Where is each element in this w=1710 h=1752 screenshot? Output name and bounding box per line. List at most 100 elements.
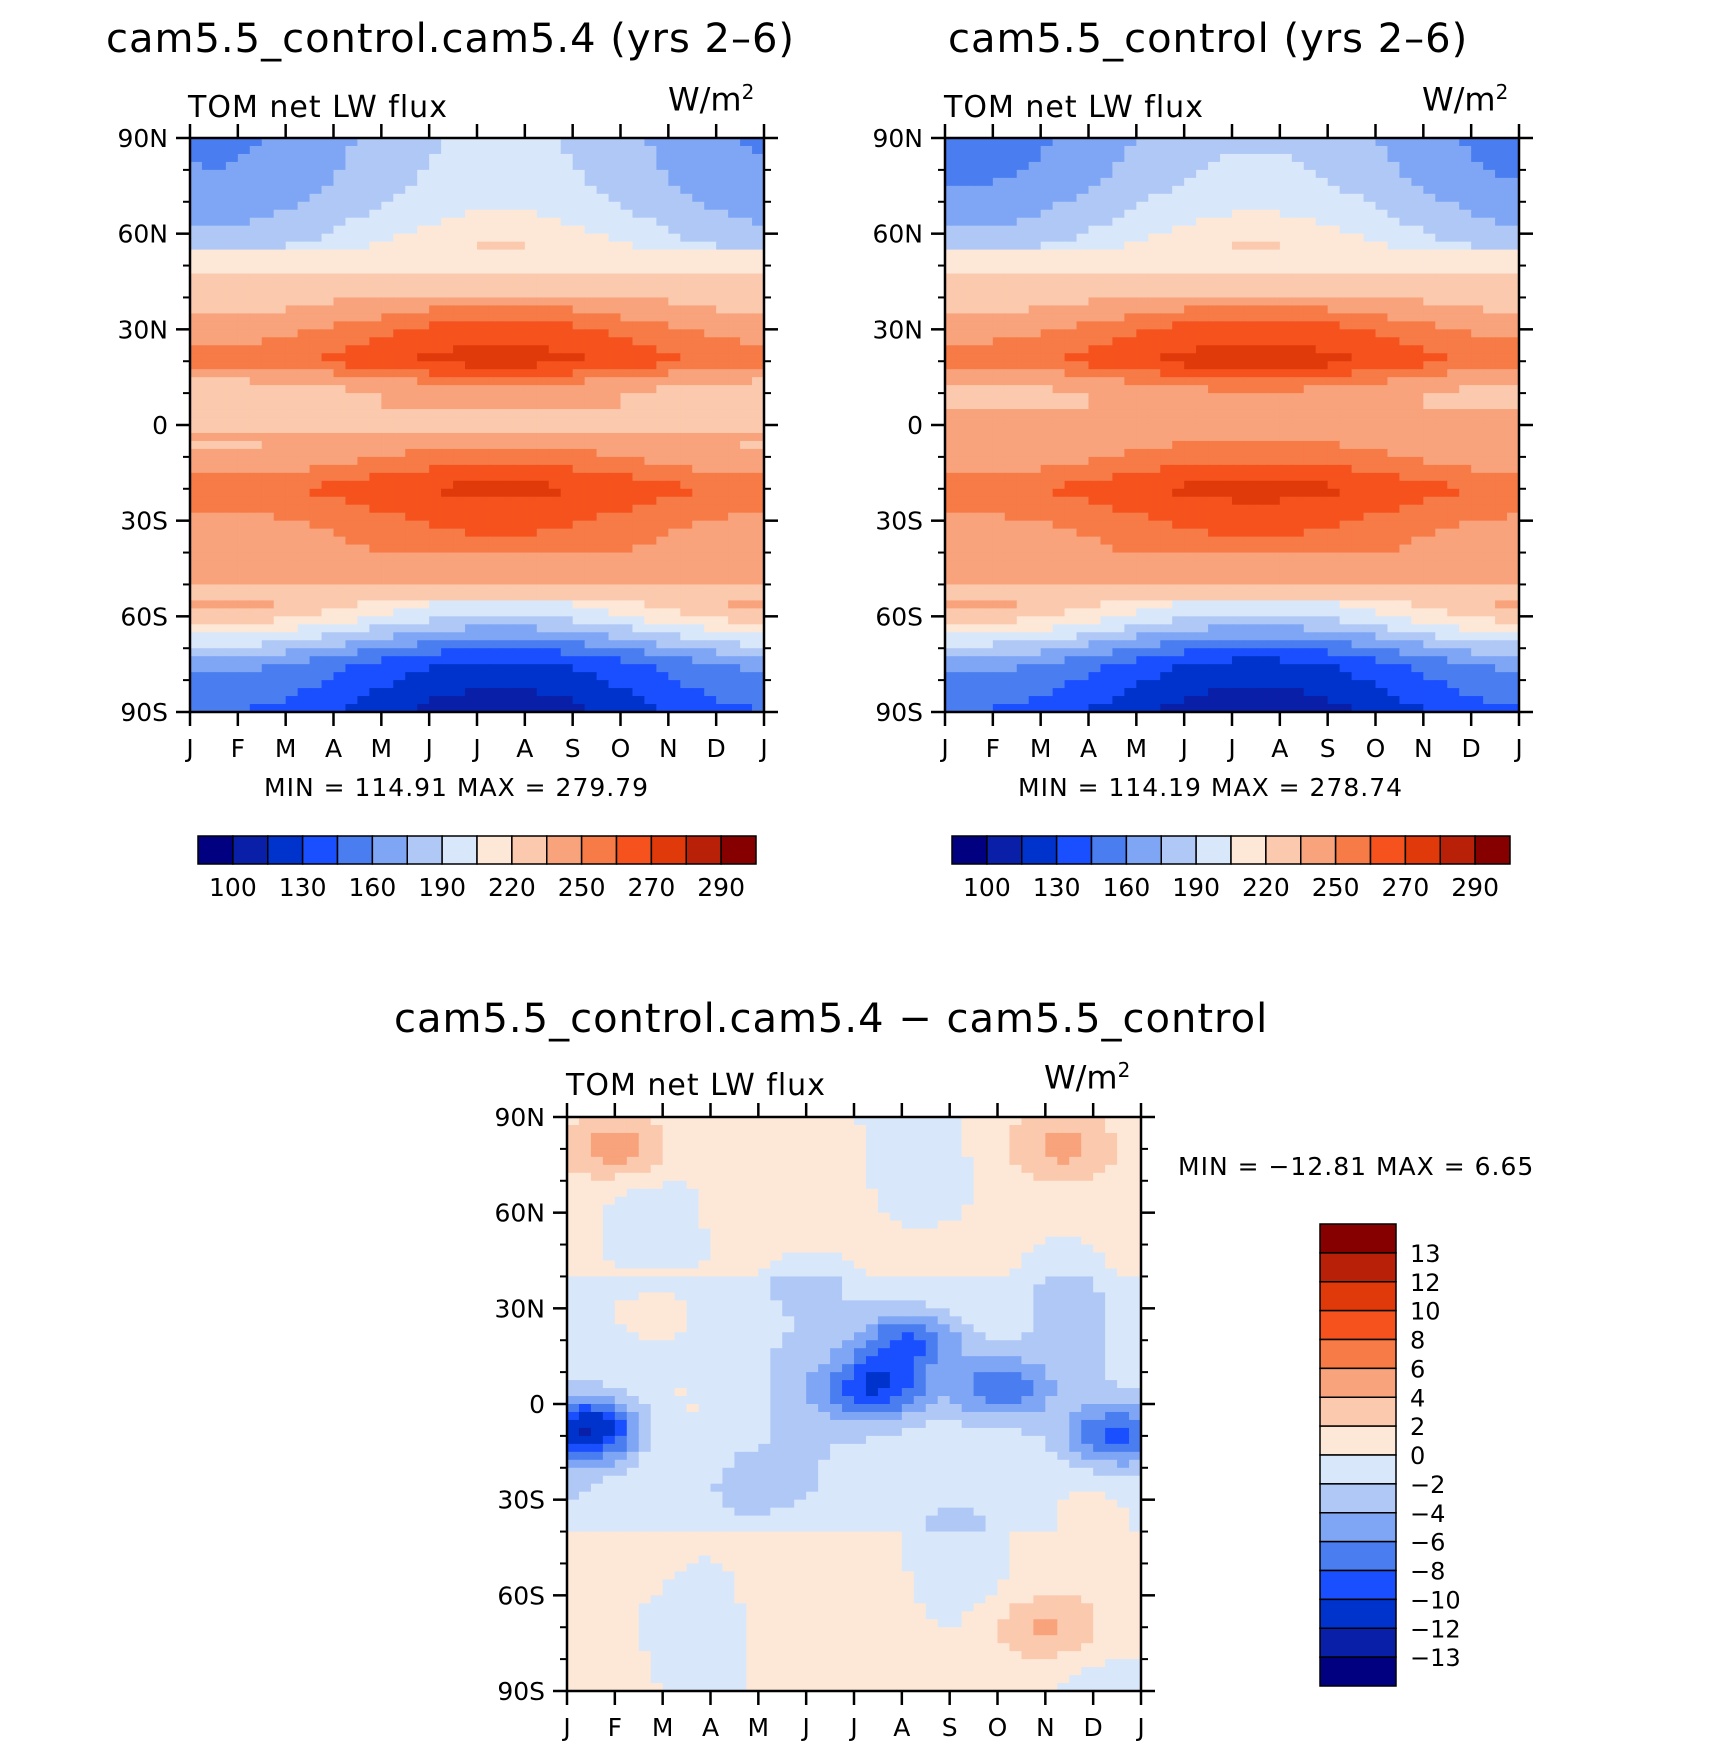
panel1-contour-field <box>190 138 765 713</box>
contour-cell <box>273 177 287 187</box>
contour-cell <box>668 592 681 601</box>
contour-cell <box>309 201 323 211</box>
contour-cell <box>572 448 586 458</box>
contour-cell <box>488 369 502 378</box>
contour-cell <box>261 568 275 578</box>
contour-cell <box>237 273 251 283</box>
contour-cell <box>357 552 370 562</box>
contour-cell <box>644 385 657 394</box>
contour-cell <box>1148 313 1161 322</box>
contour-cell <box>752 273 765 283</box>
contour-cell <box>1279 225 1293 235</box>
contour-cell <box>249 640 263 649</box>
contour-cell <box>524 648 538 657</box>
contour-cell <box>417 432 430 442</box>
contour-cell <box>1303 313 1317 322</box>
contour-cell <box>1016 265 1030 275</box>
contour-cell <box>536 337 550 346</box>
contour-cell <box>692 361 705 370</box>
contour-cell <box>716 201 729 211</box>
contour-cell <box>1447 209 1460 219</box>
contour-cell <box>536 488 550 498</box>
contour-cell <box>1339 169 1353 179</box>
contour-cell <box>644 520 657 530</box>
contour-cell <box>453 648 466 657</box>
contour-cell <box>201 257 215 267</box>
contour-cell <box>357 329 370 338</box>
contour-cell <box>429 640 442 649</box>
contour-cell <box>1232 145 1245 155</box>
contour-cell <box>1363 225 1377 235</box>
contour-cell <box>237 512 251 522</box>
contour-cell <box>1315 313 1329 322</box>
contour-cell <box>321 321 335 330</box>
contour-cell <box>1375 249 1389 259</box>
contour-cell <box>728 193 741 203</box>
contour-cell <box>644 440 657 450</box>
contour-cell <box>309 241 323 251</box>
contour-cell <box>560 169 574 179</box>
contour-cell <box>225 209 239 219</box>
contour-cell <box>956 337 970 346</box>
contour-cell <box>225 393 239 402</box>
contour-cell <box>477 217 490 227</box>
contour-cell <box>692 297 705 307</box>
contour-cell <box>584 337 598 346</box>
contour-cell <box>945 305 958 314</box>
contour-cell <box>453 377 466 386</box>
contour-cell <box>477 576 490 586</box>
contour-cell <box>596 177 610 187</box>
contour-cell <box>190 464 203 474</box>
contour-cell <box>1208 337 1221 346</box>
contour-cell <box>213 632 227 641</box>
contour-cell <box>608 361 622 370</box>
contour-cell <box>644 417 657 426</box>
contour-cell <box>1064 273 1078 283</box>
contour-cell <box>968 297 982 307</box>
contour-cell <box>201 217 215 227</box>
contour-cell <box>261 440 275 450</box>
contour-cell <box>297 353 311 362</box>
contour-cell <box>273 265 287 275</box>
contour-cell <box>596 472 610 482</box>
contour-cell <box>1471 241 1484 251</box>
contour-cell <box>201 409 215 418</box>
contour-cell <box>500 185 514 195</box>
contour-cell <box>740 241 753 251</box>
contour-cell <box>309 393 323 402</box>
contour-cell <box>417 249 430 259</box>
contour-cell <box>596 456 610 466</box>
contour-cell <box>333 456 347 466</box>
contour-cell <box>572 337 586 346</box>
contour-cell <box>512 345 526 354</box>
contour-cell <box>548 600 562 609</box>
contour-cell <box>512 185 526 195</box>
contour-cell <box>596 377 610 386</box>
contour-cell <box>945 225 958 235</box>
contour-cell <box>488 209 502 219</box>
contour-cell <box>680 169 693 179</box>
units-exponent: 2 <box>1495 80 1509 104</box>
contour-cell <box>477 512 490 522</box>
contour-cell <box>596 464 610 474</box>
contour-cell <box>190 369 203 378</box>
contour-cell <box>201 448 215 458</box>
contour-cell <box>429 241 442 251</box>
contour-cell <box>1483 209 1496 219</box>
contour-cell <box>417 153 430 163</box>
contour-cell <box>1100 313 1114 322</box>
contour-cell <box>1088 169 1102 179</box>
contour-cell <box>213 185 227 195</box>
contour-cell <box>237 600 251 609</box>
contour-cell <box>1279 249 1293 259</box>
contour-cell <box>453 249 466 259</box>
lat-label: 0 <box>152 411 168 440</box>
contour-cell <box>1399 297 1412 307</box>
contour-cell <box>560 432 574 442</box>
contour-cell <box>488 568 502 578</box>
contour-cell <box>405 185 418 195</box>
contour-cell <box>1220 233 1233 243</box>
contour-cell <box>369 281 382 291</box>
contour-cell <box>1196 321 1209 330</box>
contour-cell <box>1303 217 1317 227</box>
